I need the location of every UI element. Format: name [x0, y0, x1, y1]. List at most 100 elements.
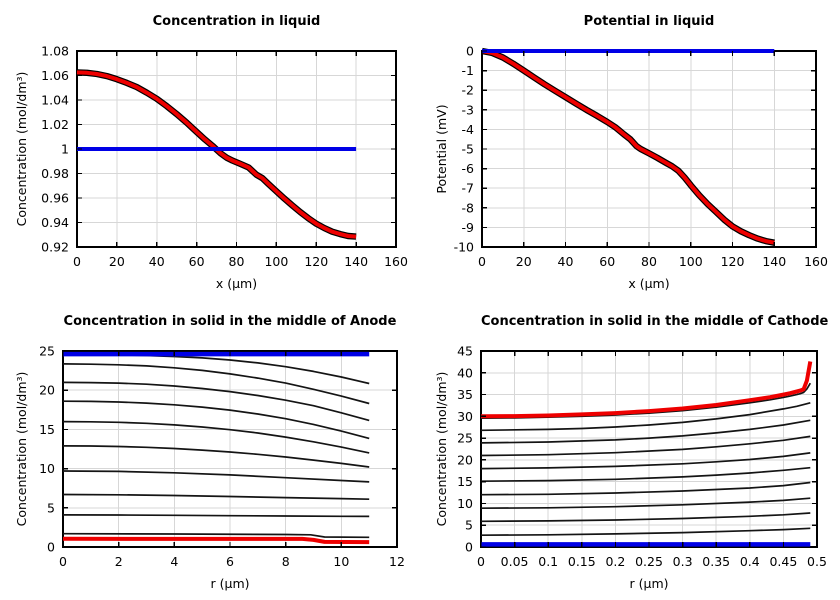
- x-tick-label: 12: [389, 554, 405, 569]
- x-tick-label: 2: [115, 554, 123, 569]
- y-tick-label: -2: [462, 83, 474, 98]
- electrolyte-potential: [481, 49, 775, 245]
- y-tick-label: 20: [39, 383, 55, 398]
- x-tick-label: 0.1: [538, 554, 558, 569]
- y-tick-label: 15: [39, 422, 55, 437]
- intermediate-time-profiles-5: [480, 452, 811, 470]
- x-tick-label: 4: [170, 554, 178, 569]
- y-tick-label: 25: [457, 431, 473, 446]
- final-time-profile: [480, 361, 813, 419]
- y-tick-label: 30: [457, 409, 473, 424]
- chart-title: Concentration in liquid: [152, 14, 321, 29]
- intermediate-time-profiles-5: [62, 420, 370, 454]
- y-tick-label: 20: [457, 452, 473, 467]
- y-tick-label: -10: [454, 240, 474, 255]
- x-tick-label: 0.05: [501, 554, 529, 569]
- intermediate-time-profiles-3: [62, 381, 370, 422]
- x-tick-label: 60: [189, 254, 205, 269]
- x-tick-label: 20: [516, 254, 532, 269]
- y-tick-label: -8: [462, 200, 475, 215]
- y-tick-label: 25: [39, 344, 55, 359]
- x-tick-label: 60: [599, 254, 615, 269]
- intermediate-time-profiles-9: [480, 512, 811, 523]
- intermediate-time-profiles-3: [480, 419, 811, 444]
- intermediate-time-profiles-4: [62, 400, 370, 440]
- plot-area: 0 2 4 6 8 10 12 0 5 10 15 20 25: [39, 344, 405, 570]
- y-tick-label: 1.06: [41, 68, 69, 83]
- x-tick-label: 40: [558, 254, 574, 269]
- final-time-profile: [62, 536, 370, 545]
- y-tick-label: 1.02: [41, 117, 69, 132]
- x-tick-label: 140: [762, 254, 786, 269]
- intermediate-time-profiles-7: [62, 470, 370, 483]
- y-tick-label: 0.94: [41, 215, 69, 230]
- intermediate-time-profiles-4: [480, 435, 811, 457]
- plot-area: 0 20 40 60 80 100 120 140 160-10-9-8-7-6-5-4-3-2…: [454, 44, 828, 270]
- y-tick-label: -1: [462, 63, 474, 78]
- x-tick-label: 6: [226, 554, 234, 569]
- y-tick-label: -7: [462, 181, 474, 196]
- y-tick-label: 0: [47, 540, 55, 555]
- x-tick-label: 0.2: [605, 554, 625, 569]
- x-tick-label: 0: [477, 554, 485, 569]
- y-tick-label: 0: [466, 44, 474, 59]
- x-tick-label: 140: [344, 254, 368, 269]
- x-tick-label: 100: [679, 254, 703, 269]
- x-tick-label: 120: [721, 254, 745, 269]
- electrolyte-concentration: [76, 70, 357, 239]
- x-tick-label: 80: [641, 254, 657, 269]
- plot-area: 0 20 40 60 80 100 120 140 160 0.92 0.94 0.96 0.98 1 1.…: [41, 44, 408, 270]
- x-tick-label: 40: [149, 254, 165, 269]
- y-tick-label: -5: [462, 142, 474, 157]
- intermediate-time-profiles-2: [480, 401, 811, 432]
- y-tick-label: 10: [39, 461, 55, 476]
- intermediate-time-profiles-7: [480, 481, 811, 496]
- intermediate-time-profiles-8: [62, 493, 370, 501]
- x-tick-label: 80: [229, 254, 245, 269]
- intermediate-time-profiles-6: [62, 445, 370, 468]
- y-tick-label: 5: [465, 518, 473, 533]
- y-tick-label: 0.98: [41, 166, 69, 181]
- x-tick-label: 8: [282, 554, 290, 569]
- intermediate-time-profiles-10: [480, 527, 811, 537]
- x-tick-label: 0.45: [769, 554, 797, 569]
- x-tick-label: 0: [478, 254, 486, 269]
- x-tick-label: 0.35: [702, 554, 730, 569]
- x-axis-label: r (μm): [210, 576, 250, 591]
- x-tick-label: 0.3: [673, 554, 693, 569]
- x-axis-label: x (μm): [628, 276, 670, 291]
- x-tick-label: 160: [384, 254, 408, 269]
- x-axis-label: x (μm): [215, 276, 258, 291]
- y-tick-label: 40: [457, 365, 473, 380]
- x-tick-label: 100: [264, 254, 288, 269]
- x-tick-label: 120: [304, 254, 328, 269]
- chart-title: Concentration in solid in the middle of …: [481, 314, 829, 329]
- y-tick-label: -4: [462, 122, 475, 137]
- x-tick-label: 0: [73, 254, 81, 269]
- electrolyte-concentration-outline: [76, 69, 357, 240]
- y-tick-label: -3: [462, 102, 474, 117]
- x-tick-label: 0: [59, 554, 67, 569]
- y-tick-label: 1.08: [41, 44, 69, 59]
- intermediate-time-profiles-8: [480, 497, 811, 510]
- y-tick-label: 15: [457, 474, 473, 489]
- chart-title: Potential in liquid: [583, 14, 715, 29]
- y-tick-label: 0: [465, 540, 473, 555]
- panel-concentration-solid-anode: Concentration in solid in the middle of …: [0, 300, 420, 600]
- y-tick-label: 1: [61, 142, 69, 157]
- chart-title: Concentration in solid in the middle of …: [63, 314, 397, 329]
- intermediate-time-profiles-6: [480, 466, 811, 483]
- x-tick-label: 0.5: [807, 554, 827, 569]
- panel-concentration-in-liquid: Concentration in liquid Concentration (m…: [0, 0, 420, 300]
- intermediate-time-profiles-9: [62, 514, 370, 518]
- x-tick-label: 0.4: [740, 554, 760, 569]
- y-tick-label: 0.96: [41, 191, 69, 206]
- x-tick-label: 0.15: [568, 554, 596, 569]
- x-tick-label: 10: [333, 554, 349, 569]
- panel-concentration-solid-cathode: Concentration in solid in the middle of …: [420, 300, 840, 600]
- y-tick-label: 35: [457, 387, 473, 402]
- y-tick-label: -9: [462, 220, 475, 235]
- x-tick-label: 20: [109, 254, 125, 269]
- y-tick-label: -6: [462, 161, 475, 176]
